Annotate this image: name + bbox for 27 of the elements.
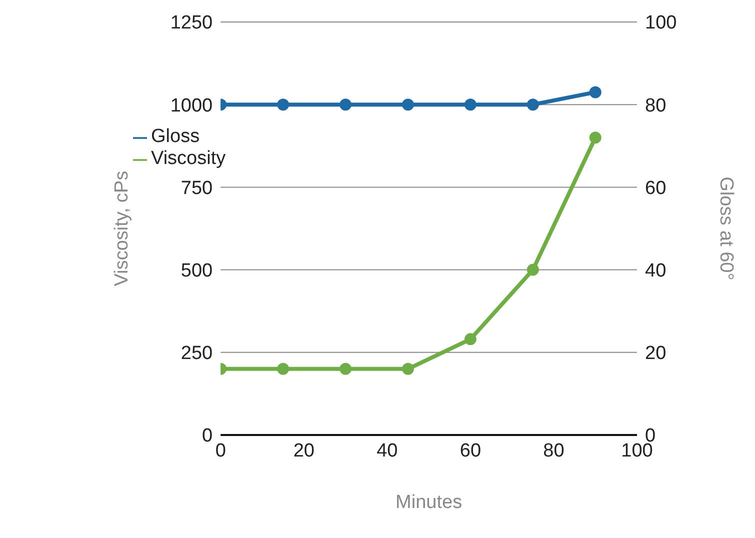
point	[589, 132, 602, 144]
y-tick-label: 750	[180, 178, 213, 199]
x-tick-label: 40	[376, 440, 398, 462]
point	[340, 362, 352, 375]
x-tick-label: 80	[543, 440, 564, 462]
point	[464, 333, 476, 346]
y-tick-label: 1000	[170, 95, 213, 116]
legend-label: Gloss	[151, 126, 200, 147]
y2-tick-label: 20	[645, 343, 666, 364]
x-tick-label: 60	[460, 440, 482, 462]
x-tick-label: 0	[215, 440, 226, 462]
y-tick-label: 1250	[170, 12, 213, 34]
y-tick-label: 0	[202, 426, 213, 447]
legend-label: Viscosity	[151, 148, 226, 169]
y2-tick-label: 40	[645, 260, 666, 282]
y2-axis-title: Gloss at 60°	[715, 176, 736, 280]
y2-tick-label: 60	[645, 178, 666, 199]
y-axis-title: Viscosity, cPs	[111, 170, 132, 286]
x-tick-label: 20	[293, 440, 314, 462]
point	[526, 264, 539, 276]
y-tick-label: 500	[180, 260, 213, 282]
y-tick-label: 250	[180, 343, 213, 364]
x-axis-title: Minutes	[396, 492, 462, 513]
y2-tick-label: 80	[645, 95, 666, 116]
point	[277, 362, 290, 375]
y2-tick-label: 100	[645, 12, 677, 34]
point	[402, 362, 414, 375]
